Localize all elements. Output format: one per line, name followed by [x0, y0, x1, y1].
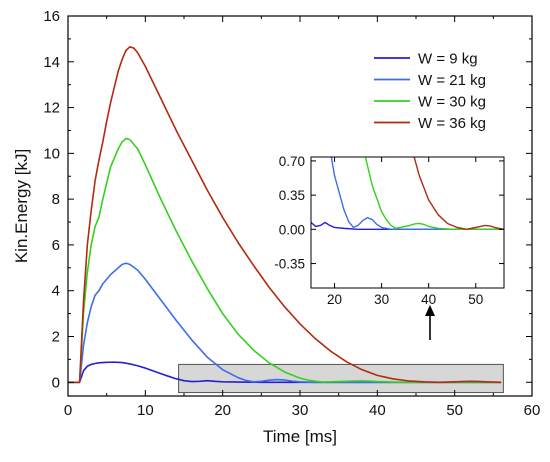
y-tick-label: 0: [52, 374, 60, 391]
x-tick-label: 50: [446, 402, 463, 419]
inset-x-tick-label: 50: [468, 292, 483, 307]
inset-y-tick-label: 0.00: [279, 222, 305, 237]
inset-x-tick-label: 20: [327, 292, 342, 307]
inset-background: [311, 157, 504, 288]
inset-series-line-1: [311, 221, 504, 231]
legend-label: W = 30 kg: [418, 94, 486, 111]
x-tick-label: 20: [214, 402, 231, 419]
y-tick-label: 12: [43, 100, 60, 117]
inset-x-tick-label: 30: [374, 292, 389, 307]
inset-y-tick-label: 0.35: [279, 188, 305, 203]
y-tick-label: 8: [52, 191, 60, 208]
inset-frame: [310, 156, 505, 289]
legend-label: W = 36 kg: [418, 115, 486, 132]
series-line-3: [68, 137, 502, 384]
y-tick-label: 16: [43, 8, 60, 25]
y-tick-label: 6: [52, 237, 60, 254]
x-tick-label: 0: [64, 402, 72, 419]
legend-label: W = 9 kg: [418, 51, 478, 68]
y-tick-label: 4: [52, 283, 60, 300]
series-line-1: [68, 361, 502, 384]
inset-x-tick-label: 40: [421, 292, 436, 307]
x-tick-label: 40: [369, 402, 386, 419]
legend-label: W = 21 kg: [418, 72, 486, 89]
x-axis-label: Time [ms]: [263, 427, 337, 446]
series-line-4: [68, 46, 502, 384]
series-line-2: [68, 262, 502, 384]
zoom-arrow-head: [425, 305, 435, 316]
inset-series-line-4: [413, 157, 504, 231]
y-tick-label: 14: [43, 54, 60, 71]
inset-series-line-2: [330, 157, 504, 231]
y-tick-label: 10: [43, 145, 60, 162]
y-tick-label: 2: [52, 328, 60, 345]
inset-curves: [311, 157, 504, 231]
inset-series-line-3: [364, 157, 504, 231]
x-tick-label: 10: [137, 402, 154, 419]
highlight-box: [178, 363, 504, 394]
x-tick-label: 60: [524, 402, 541, 419]
inset-y-tick-label: -0.35: [274, 257, 305, 272]
x-tick-label: 30: [292, 402, 309, 419]
y-axis-label: Kin.Energy [kJ]: [12, 149, 31, 263]
inset-y-tick-label: 0.70: [279, 154, 305, 169]
